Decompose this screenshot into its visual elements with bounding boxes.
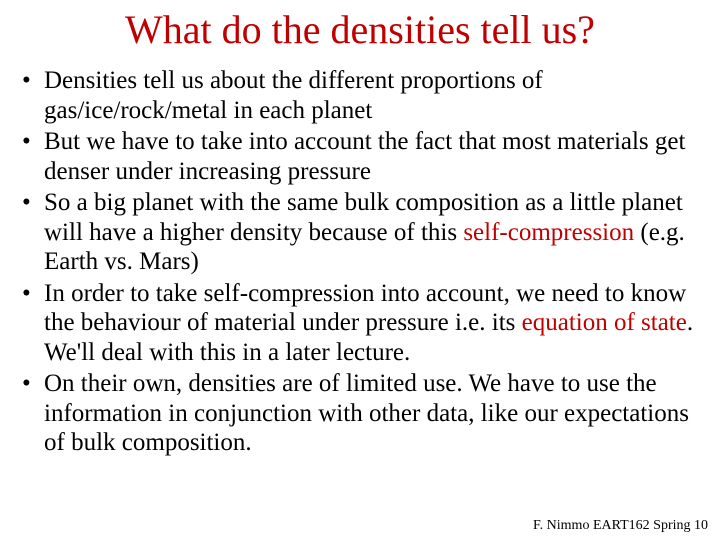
bullet-item: But we have to take into account the fac… bbox=[22, 127, 702, 186]
slide-container: What do the densities tell us? Densities… bbox=[0, 0, 720, 540]
bullet-text-accent: equation of state bbox=[522, 309, 687, 336]
bullet-text-accent: self-compression bbox=[463, 219, 634, 246]
bullet-text: But we have to take into account the fac… bbox=[44, 128, 685, 185]
bullet-list: Densities tell us about the different pr… bbox=[0, 66, 720, 458]
slide-title: What do the densities tell us? bbox=[0, 0, 720, 52]
bullet-item: So a big planet with the same bulk compo… bbox=[22, 188, 702, 277]
footer-text: F. Nimmo EART162 Spring 10 bbox=[533, 518, 708, 534]
bullet-text: On their own, densities are of limited u… bbox=[44, 370, 689, 456]
bullet-text: Densities tell us about the different pr… bbox=[44, 67, 543, 124]
bullet-item: Densities tell us about the different pr… bbox=[22, 66, 702, 125]
bullet-item: On their own, densities are of limited u… bbox=[22, 369, 702, 458]
bullet-item: In order to take self-compression into a… bbox=[22, 279, 702, 368]
